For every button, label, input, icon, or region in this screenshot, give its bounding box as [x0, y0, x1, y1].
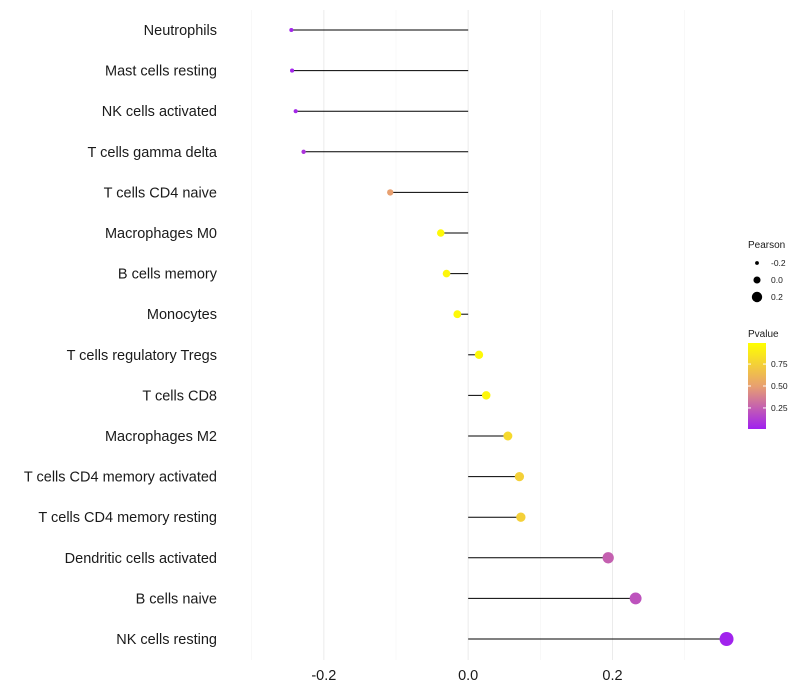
y-axis-labels: Neutrophils Mast cells resting NK cells ac… [24, 23, 218, 648]
lollipop-point [442, 269, 451, 278]
legend-size-label: -0.2 [771, 258, 786, 268]
legend-size-key [751, 291, 763, 303]
x-tick-label: 0.0 [458, 668, 478, 684]
category-label: Macrophages M0 [105, 226, 217, 242]
lollipop-point [290, 68, 295, 73]
category-label: T cells CD4 memory resting [38, 510, 217, 526]
legend-size-title: Pearson [748, 240, 785, 251]
category-label: NK cells resting [116, 632, 217, 648]
lollipop-stems [291, 29, 727, 640]
category-label: B cells memory [118, 267, 218, 283]
lollipop-point [453, 310, 462, 319]
x-tick-label: 0.2 [602, 668, 622, 684]
lollipop-points [289, 27, 734, 646]
category-label: B cells naive [136, 591, 217, 607]
lollipop-point [289, 27, 294, 33]
lollipop-point [301, 149, 306, 154]
category-label: Neutrophils [144, 23, 217, 39]
category-label: T cells CD8 [142, 388, 217, 404]
legend-color-label: 0.25 [771, 403, 788, 413]
legend-color-ticks: 0.75 0.50 0.25 [748, 359, 788, 413]
legend: Pearson -0.2 0.0 0.2 Pvalue 0.75 0.50 0.25 [748, 240, 788, 429]
legend-colorbar [748, 343, 766, 429]
lollipop-point [719, 632, 734, 646]
lollipop-point [474, 350, 484, 359]
category-label: Macrophages M2 [105, 429, 217, 445]
lollipop-point [481, 391, 491, 400]
lollipop-point [516, 512, 526, 522]
category-label: T cells CD4 naive [104, 185, 217, 201]
lollipop-point [437, 229, 445, 237]
lollipop-point [514, 471, 525, 482]
legend-size-keys: -0.2 0.0 0.2 [751, 258, 786, 303]
category-label: Monocytes [147, 307, 217, 323]
category-label: T cells regulatory Tregs [67, 348, 217, 364]
lollipop-point [602, 552, 614, 564]
legend-color-label: 0.75 [771, 359, 788, 369]
category-label: NK cells activated [102, 104, 217, 120]
legend-size-key [753, 276, 761, 284]
category-label: Mast cells resting [105, 64, 217, 80]
lollipop-point [387, 189, 394, 196]
legend-size-label: 0.0 [771, 275, 783, 285]
category-label: T cells CD4 memory activated [24, 470, 217, 486]
x-axis-ticks: -0.2 0.0 0.2 [311, 668, 622, 684]
x-tick-label: -0.2 [311, 668, 336, 684]
grid-lines [251, 10, 685, 660]
category-label: Dendritic cells activated [65, 551, 217, 567]
legend-size-label: 0.2 [771, 292, 783, 302]
legend-color-label: 0.50 [771, 381, 788, 391]
lollipop-point [293, 109, 298, 114]
lollipop-point [503, 431, 513, 441]
legend-size-key [755, 261, 759, 265]
category-label: T cells gamma delta [88, 145, 218, 161]
lollipop-point [629, 592, 642, 605]
legend-color-title: Pvalue [748, 329, 779, 340]
